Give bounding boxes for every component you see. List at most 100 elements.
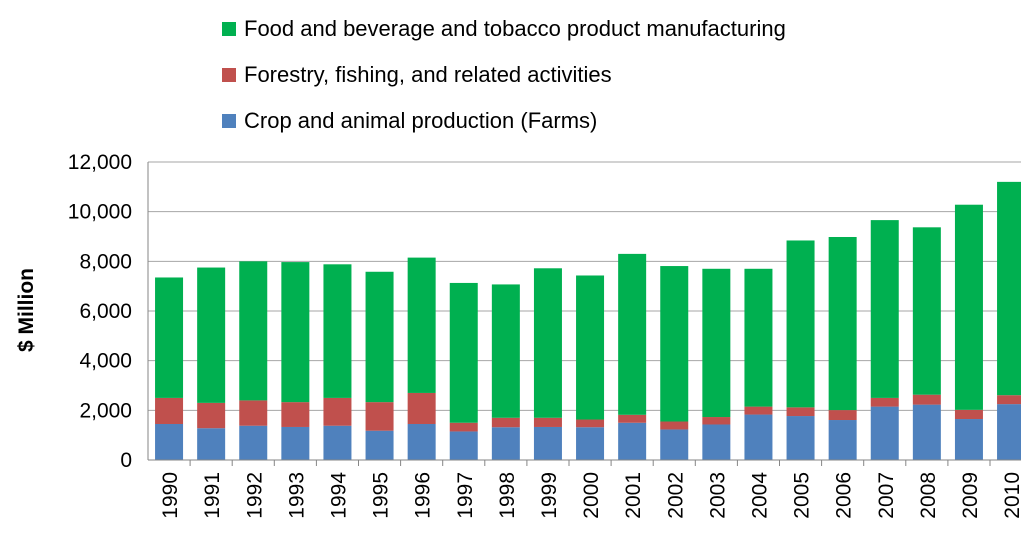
bar-food-2002: [660, 266, 689, 422]
bar-crop-1996: [407, 423, 436, 460]
bar-food-1991: [197, 267, 226, 403]
bars: [155, 181, 1021, 460]
bar-food-2005: [786, 240, 815, 408]
y-tick-label: 12,000: [68, 151, 132, 174]
bar-forestry-2002: [660, 421, 689, 430]
bar-crop-2008: [912, 404, 941, 460]
x-tick-label: 1994: [327, 472, 350, 519]
bar-crop-1999: [533, 426, 562, 460]
bar-crop-1993: [281, 426, 310, 460]
y-tick-label: 10,000: [68, 201, 132, 224]
bar-food-1992: [239, 261, 268, 401]
bar-crop-2004: [744, 414, 773, 460]
bar-food-1990: [155, 277, 184, 398]
bar-forestry-1998: [491, 417, 520, 428]
bar-forestry-2004: [744, 406, 773, 415]
x-tick-label: 1999: [538, 472, 561, 519]
y-tick-label: 6,000: [79, 300, 132, 323]
x-tick-label: 2010: [1001, 472, 1021, 519]
legend-swatch-forestry-fishing: [222, 68, 236, 82]
bar-crop-2001: [618, 422, 647, 460]
bar-food-2003: [702, 268, 731, 418]
x-tick-label: 2006: [833, 472, 856, 519]
bar-crop-2002: [660, 429, 689, 460]
bar-forestry-1993: [281, 402, 310, 427]
bar-forestry-2006: [828, 410, 857, 421]
bar-food-2000: [576, 275, 605, 420]
bar-forestry-1991: [197, 402, 226, 429]
bar-food-2001: [618, 253, 647, 415]
legend-item-forestry-fishing: Forestry, fishing, and related activitie…: [222, 52, 786, 98]
x-tick-label: 2003: [706, 472, 729, 519]
legend-label-forestry-fishing: Forestry, fishing, and related activitie…: [244, 62, 612, 87]
x-tick-label: 1998: [496, 472, 519, 519]
y-tick-label: 0: [120, 449, 132, 472]
bar-crop-1991: [197, 428, 226, 460]
x-tick-label: 1992: [243, 472, 266, 519]
x-tick-label: 1996: [412, 472, 435, 519]
bar-food-2007: [870, 220, 899, 398]
bar-forestry-1995: [365, 402, 394, 431]
bar-forestry-2001: [618, 414, 647, 423]
bar-food-1996: [407, 257, 436, 393]
bar-crop-1992: [239, 425, 268, 460]
x-tick-label: 2004: [748, 472, 771, 519]
x-tick-label: 2000: [580, 472, 603, 519]
bar-food-2009: [954, 204, 983, 410]
bar-crop-2007: [870, 406, 899, 460]
bar-crop-1994: [323, 425, 352, 460]
x-tick-label: 1995: [370, 472, 393, 519]
x-tick-label: 1991: [201, 472, 224, 519]
bar-crop-1995: [365, 430, 394, 460]
bar-forestry-1996: [407, 392, 436, 424]
bar-forestry-1990: [155, 397, 184, 424]
x-tick-label: 1993: [285, 472, 308, 519]
bar-forestry-2007: [870, 397, 899, 407]
axes: 0 2,000 4,000 6,000 8,000 10,000 12,000 1990 199…: [68, 151, 1021, 519]
x-tick-label: 2007: [875, 472, 898, 519]
legend-item-crop-animal: Crop and animal production (Farms): [222, 98, 786, 144]
x-tick-label: 2008: [917, 472, 940, 519]
x-tick-label: 2005: [791, 472, 814, 519]
legend-swatch-food-beverage: [222, 22, 236, 36]
bar-food-1994: [323, 264, 352, 398]
x-tick-label: 1990: [159, 472, 182, 519]
bar-crop-1997: [449, 431, 478, 460]
bar-food-1999: [533, 268, 562, 418]
bar-forestry-2000: [576, 419, 605, 428]
y-axis-label: $ Million: [15, 268, 38, 352]
bar-crop-2005: [786, 416, 815, 460]
x-tick-label: 2002: [664, 472, 687, 519]
bar-forestry-2008: [912, 394, 941, 405]
legend-swatch-crop-animal: [222, 114, 236, 128]
bar-food-1997: [449, 282, 478, 423]
bar-forestry-2005: [786, 407, 815, 417]
legend-label-food-beverage: Food and beverage and tobacco product ma…: [244, 16, 786, 41]
y-tick-label: 4,000: [79, 350, 132, 373]
bar-forestry-1999: [533, 417, 562, 427]
bar-crop-2006: [828, 420, 857, 460]
legend-item-food-beverage: Food and beverage and tobacco product ma…: [222, 6, 786, 52]
bar-crop-1998: [491, 427, 520, 460]
bar-food-1995: [365, 271, 394, 403]
bar-forestry-2009: [954, 409, 983, 420]
bar-crop-2000: [576, 427, 605, 460]
bar-forestry-1997: [449, 422, 478, 432]
y-tick-label: 2,000: [79, 399, 132, 422]
legend-label-crop-animal: Crop and animal production (Farms): [244, 108, 598, 133]
bar-food-2004: [744, 268, 773, 407]
bar-crop-2003: [702, 424, 731, 460]
bar-crop-2009: [954, 419, 983, 460]
bar-crop-2010: [997, 404, 1021, 460]
bar-crop-1990: [155, 423, 184, 460]
x-tick-label: 2001: [622, 472, 645, 519]
bar-food-1993: [281, 262, 310, 403]
bar-food-2010: [997, 181, 1021, 396]
bar-forestry-2003: [702, 417, 731, 425]
bar-food-2006: [828, 236, 857, 411]
chart-legend: Food and beverage and tobacco product ma…: [222, 6, 786, 144]
bar-forestry-1994: [323, 397, 352, 426]
bar-food-1998: [491, 284, 520, 418]
bar-food-2008: [912, 227, 941, 395]
